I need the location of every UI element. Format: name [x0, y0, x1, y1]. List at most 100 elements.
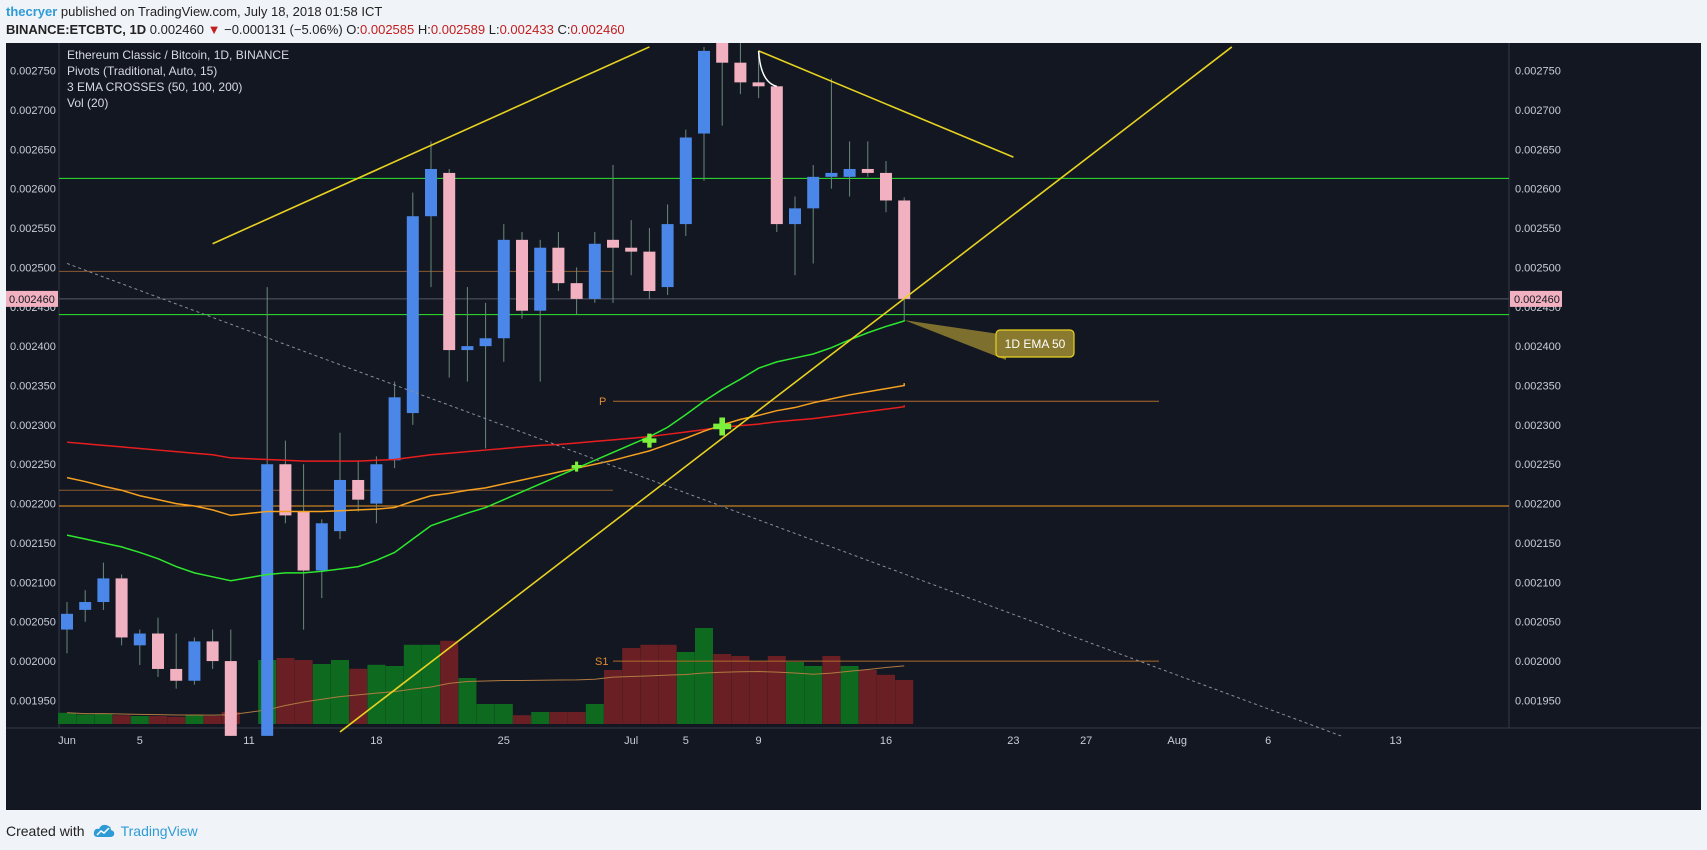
candle-body [370, 464, 383, 504]
created-with-text: Created with [6, 823, 85, 839]
author-link[interactable]: thecryer [6, 4, 58, 19]
candle-body [152, 633, 164, 669]
candle-body [224, 661, 237, 736]
x-tick: 27 [1080, 735, 1092, 747]
ema-cross-marker [571, 461, 582, 472]
candle-body [625, 247, 638, 252]
ascending-trendline [339, 46, 1233, 733]
y-tick-left: 0.002200 [10, 499, 56, 511]
volume-bar [331, 660, 349, 724]
price-tag-right [1510, 290, 1562, 307]
y-tick-left: 0.001950 [10, 695, 56, 707]
candle-body [388, 397, 401, 461]
volume-bar [786, 662, 804, 724]
y-tick-right: 0.002650 [1515, 144, 1561, 156]
y-tick-right: 0.002250 [1515, 459, 1561, 471]
callout-pointer [904, 320, 1006, 360]
volume-bar [167, 716, 186, 724]
volume-bar [367, 664, 386, 724]
y-tick-right: 0.002300 [1515, 420, 1561, 432]
y-tick-right: 0.002000 [1515, 656, 1561, 668]
volume-bar [531, 712, 550, 724]
high-value: 0.002589 [430, 22, 486, 37]
legend-ema-crosses: 3 EMA CROSSES (50, 100, 200) [67, 80, 242, 94]
ema-cross-marker [642, 433, 657, 448]
tradingview-link[interactable]: TradingView [93, 823, 198, 839]
volume-bar [767, 656, 786, 724]
candle-body [188, 641, 201, 681]
volume-bar [312, 664, 331, 724]
candle-body [880, 172, 892, 201]
x-tick: 18 [370, 735, 382, 747]
high-label: H: [417, 22, 431, 37]
volume-bar [149, 716, 167, 724]
publish-text: published on TradingView.com, July 18, 2… [57, 4, 383, 19]
x-tick: 11 [243, 735, 254, 747]
price-tag-right-text: 0.002460 [1514, 294, 1560, 306]
volume-bar [94, 713, 113, 724]
publish-info: thecryer published on TradingView.com, J… [6, 4, 382, 19]
change-arrow: ▼ [207, 22, 221, 37]
x-tick: 23 [1007, 735, 1019, 747]
y-tick-left: 0.002350 [10, 381, 56, 393]
volume-bar [695, 628, 713, 724]
volume-bar [622, 648, 641, 724]
y-tick-left: 0.002050 [10, 617, 56, 629]
candle-body [752, 82, 765, 87]
x-tick: 13 [1389, 735, 1401, 747]
last-price: 0.002460 [149, 22, 204, 37]
candle-body [279, 464, 292, 516]
ema200-line [66, 405, 905, 462]
price-tag-left-text: 0.002460 [9, 294, 55, 306]
volume-bar [858, 670, 877, 724]
y-tick-left: 0.002000 [10, 656, 56, 668]
y-tick-right: 0.002150 [1515, 538, 1561, 550]
volume-bar [476, 704, 495, 724]
candle-body [115, 578, 128, 638]
y-tick-right: 0.002700 [1515, 105, 1561, 117]
candle-body [461, 346, 474, 351]
ohlc-bar: BINANCE:ETCBTC, 1D 0.002460 ▼ −0.000131 … [6, 22, 625, 37]
upper-channel-line [212, 46, 650, 245]
x-tick: 25 [498, 735, 510, 747]
y-tick-right: 0.002050 [1515, 617, 1561, 629]
legend-pivots: Pivots (Traditional, Auto, 15) [67, 64, 217, 78]
y-tick-right: 0.002200 [1515, 499, 1561, 511]
y-tick-left: 0.002400 [10, 341, 56, 353]
candle-body [843, 168, 856, 177]
y-tick-right: 0.002100 [1515, 577, 1561, 589]
cloud-logo-icon [93, 824, 115, 838]
candle-body [170, 668, 183, 681]
volume-bar [804, 666, 823, 724]
chart-panel[interactable]: P S1 1D EMA 50 0.002750 0.002750 0.002700 0.… [6, 43, 1701, 810]
candle-body [716, 43, 729, 63]
volume-ma-line [66, 665, 905, 716]
volume-bar [877, 674, 895, 724]
candle-body [588, 243, 601, 299]
legend-volume: Vol (20) [67, 96, 108, 110]
volume-bar [676, 652, 695, 724]
y-tick-left: 0.002150 [10, 538, 56, 550]
candle-body [61, 613, 73, 630]
candle-body [406, 216, 419, 414]
y-tick-right: 0.002550 [1515, 223, 1561, 235]
candle-body [570, 283, 583, 299]
symbol-label: BINANCE:ETCBTC, 1D [6, 22, 147, 37]
candle-body [552, 247, 565, 284]
volume-bar [112, 715, 131, 724]
dashed-downtrend-line [66, 262, 1342, 737]
x-tick: Jul [624, 735, 638, 747]
x-tick: 5 [683, 735, 689, 747]
x-tick: 9 [756, 735, 762, 747]
volume-bar [640, 644, 659, 724]
volume-bar [76, 714, 95, 724]
change-value: −0.000131 (−5.06%) [224, 22, 343, 37]
x-tick: 16 [880, 735, 892, 747]
candle-body [297, 511, 310, 571]
volume-bar [349, 668, 368, 724]
volume-bar [130, 716, 149, 724]
low-label: L: [488, 22, 500, 37]
candle-body [479, 338, 492, 347]
price-chart[interactable]: P S1 1D EMA 50 0.002750 0.002750 0.002700 0.… [6, 43, 1701, 810]
volume-bar [604, 670, 622, 724]
